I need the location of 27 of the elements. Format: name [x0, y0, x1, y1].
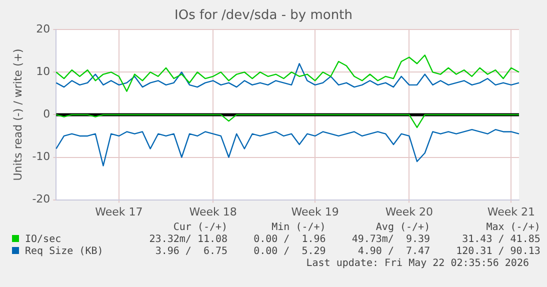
text: 4.90 / 7.47: [356, 246, 430, 258]
y-tick-label: 10: [36, 65, 50, 78]
text: Max (-/+): [485, 222, 540, 234]
chart-title: IOs for /dev/sda - by month: [174, 8, 352, 24]
text: 0.00 / 1.96: [252, 234, 326, 246]
x-tick-label: Week 21: [487, 205, 535, 218]
legend-label: IO/sec: [24, 234, 62, 246]
text: 23.32m/ 11.08: [148, 234, 228, 246]
y-axis-title: Units read (-) / write (+): [11, 48, 24, 181]
text: 3.96 / 6.75: [154, 246, 228, 258]
text: 120.31 / 90.13: [455, 246, 540, 258]
x-tick-label: Week 20: [385, 205, 433, 218]
text: Avg (-/+): [374, 222, 430, 234]
text: 49.73m/ 9.39: [350, 234, 430, 246]
y-tick-label: -10: [32, 150, 50, 164]
text: Min (-/+): [270, 222, 326, 234]
y-tick-label: -20: [32, 192, 50, 206]
text: 31.43 / 41.85: [461, 234, 540, 246]
x-tick-label: Week 19: [291, 205, 339, 218]
text: 0.00 / 5.29: [252, 246, 326, 258]
y-tick-label: 20: [36, 22, 50, 36]
y-tick-label: 0: [43, 108, 50, 121]
text: Cur (-/+): [172, 222, 228, 234]
x-tick-label: Week 17: [95, 205, 143, 218]
text: Last update: Fri May 22 02:35:56 2026: [305, 258, 529, 269]
legend-label: Req Size (KB): [24, 246, 104, 258]
x-tick-label: Week 18: [189, 205, 237, 218]
